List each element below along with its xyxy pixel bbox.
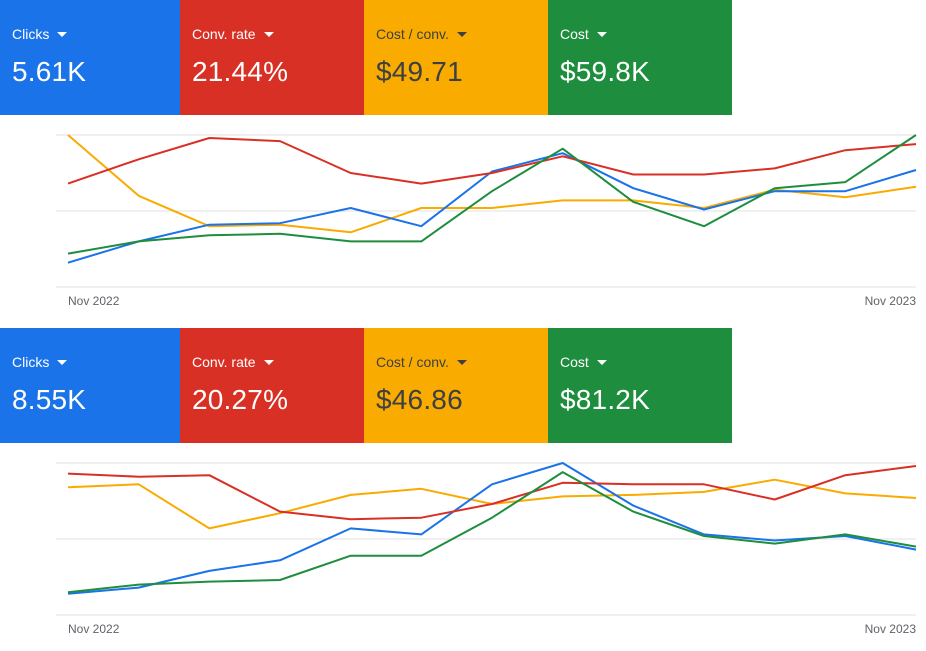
metric-cards: Clicks 8.55K Conv. rate 20.27% Cost / co… (0, 328, 732, 443)
clicks-metric-card[interactable]: Clicks 5.61K (0, 0, 180, 115)
metric-value: $46.86 (376, 384, 463, 415)
conv-rate-metric-card[interactable]: Conv. rate 20.27% (180, 328, 364, 443)
dropdown-caret-icon[interactable] (456, 32, 467, 37)
metric-value: $81.2K (560, 384, 650, 415)
metric-cards: Clicks 5.61K Conv. rate 21.44% Cost / co… (0, 0, 732, 115)
metric-header: Conv. rate (192, 26, 364, 42)
x-axis-end-label: Nov 2023 (865, 622, 917, 636)
cost-series-line (67, 134, 917, 255)
conv-rate-series-line (67, 137, 917, 185)
dropdown-caret-icon[interactable] (263, 32, 274, 37)
conv-rate-metric-card[interactable]: Conv. rate 21.44% (180, 0, 364, 115)
metric-label: Clicks (12, 354, 50, 370)
clicks-metric-card[interactable]: Clicks 8.55K (0, 328, 180, 443)
metric-header: Clicks (12, 354, 180, 370)
metric-label: Cost (560, 354, 589, 370)
metric-label: Conv. rate (192, 26, 256, 42)
metrics-panel-1: Clicks 5.61K Conv. rate 21.44% Cost / co… (0, 0, 926, 323)
metric-label: Cost / conv. (376, 26, 449, 42)
x-axis-end-label: Nov 2023 (865, 294, 917, 308)
metric-value: 20.27% (192, 384, 289, 415)
metric-header: Cost (560, 26, 732, 42)
dropdown-caret-icon[interactable] (456, 360, 467, 365)
metric-value: 8.55K (12, 384, 87, 415)
cost-series-line (67, 471, 917, 594)
metric-label: Cost (560, 26, 589, 42)
metric-label: Clicks (12, 26, 50, 42)
performance-line-chart: Nov 2022 Nov 2023 (56, 134, 917, 308)
x-axis-start-label: Nov 2022 (68, 622, 120, 636)
cost-per-conv-series-line (67, 134, 917, 234)
dropdown-caret-icon[interactable] (57, 360, 68, 365)
metric-header: Cost / conv. (376, 354, 548, 370)
clicks-series-line (67, 152, 917, 264)
cost-metric-card[interactable]: Cost $59.8K (548, 0, 732, 115)
metric-label: Cost / conv. (376, 354, 449, 370)
metric-header: Conv. rate (192, 354, 364, 370)
dropdown-caret-icon[interactable] (57, 32, 68, 37)
metric-value: $59.8K (560, 56, 650, 87)
cost-per-conv-metric-card[interactable]: Cost / conv. $46.86 (364, 328, 548, 443)
metrics-panel-2: Clicks 8.55K Conv. rate 20.27% Cost / co… (0, 328, 926, 651)
dropdown-caret-icon[interactable] (263, 360, 274, 365)
dropdown-caret-icon[interactable] (596, 32, 607, 37)
metric-header: Cost / conv. (376, 26, 548, 42)
dropdown-caret-icon[interactable] (596, 360, 607, 365)
x-axis-start-label: Nov 2022 (68, 294, 120, 308)
cost-per-conv-metric-card[interactable]: Cost / conv. $49.71 (364, 0, 548, 115)
cost-metric-card[interactable]: Cost $81.2K (548, 328, 732, 443)
metric-value: $49.71 (376, 56, 463, 87)
metric-value: 21.44% (192, 56, 289, 87)
clicks-series-line (67, 462, 917, 595)
metric-label: Conv. rate (192, 354, 256, 370)
conv-rate-series-line (67, 465, 917, 521)
metric-value: 5.61K (12, 56, 87, 87)
metric-header: Clicks (12, 26, 180, 42)
metric-header: Cost (560, 354, 732, 370)
performance-line-chart: Nov 2022 Nov 2023 (56, 462, 917, 636)
